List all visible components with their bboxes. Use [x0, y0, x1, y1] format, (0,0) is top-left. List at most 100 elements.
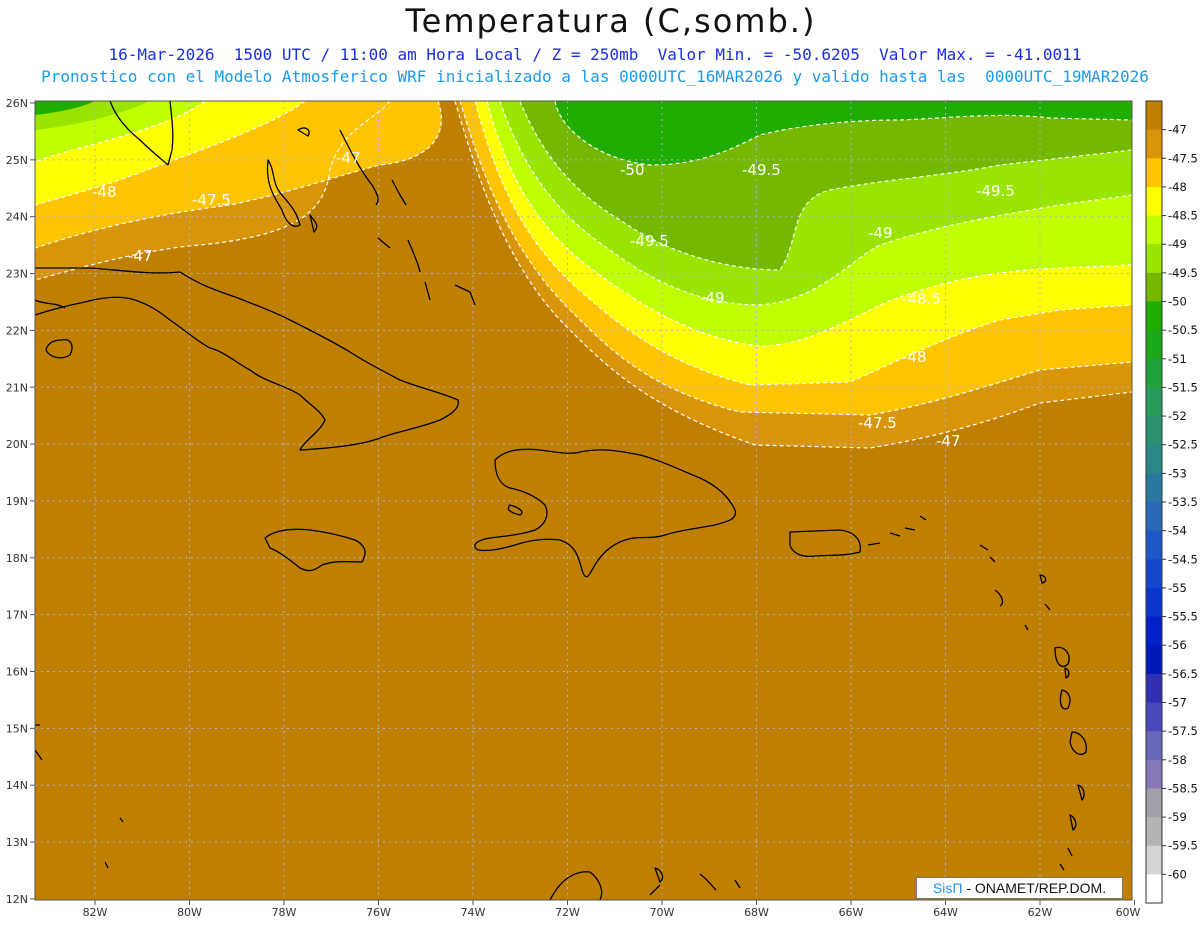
colorbar-label: -56: [1168, 638, 1187, 652]
colorbar-label: -50.5: [1168, 323, 1198, 337]
colorbar-label: -50: [1168, 295, 1187, 309]
contour-label: -47.5: [858, 414, 897, 432]
contour-label: -48.5: [902, 290, 941, 308]
lat-label: 26N: [6, 97, 28, 110]
contour-label: -49.5: [742, 161, 781, 179]
colorbar-segment: [1146, 358, 1162, 388]
temperature-fill: [35, 101, 1132, 900]
colorbar-label: -52: [1168, 409, 1187, 423]
colorbar-label: -48.5: [1168, 209, 1198, 223]
lat-label: 25N: [6, 154, 28, 167]
colorbar-segment: [1146, 215, 1162, 245]
colorbar-label: -47.5: [1168, 151, 1198, 165]
colorbar-segment: [1146, 759, 1162, 789]
colorbar-label: -49: [1168, 237, 1187, 251]
colorbar-label: -48: [1168, 180, 1187, 194]
colorbar-segment: [1146, 817, 1162, 847]
colorbar-segment: [1146, 186, 1162, 217]
graticule: [35, 101, 1132, 900]
contour-label: -47: [936, 432, 961, 450]
lon-label: 68W: [744, 906, 769, 919]
lon-label: 70W: [650, 906, 675, 919]
contour-label-group: -47 -47.5 -48 -47 -50 -49.5 -49.5 -49.5 …: [92, 149, 1015, 450]
colorbar-segment: [1146, 158, 1162, 188]
colorbar-label: -58: [1168, 753, 1187, 767]
lat-label: 24N: [6, 211, 28, 224]
forecast-time-line: 16-Mar-2026 1500 UTC / 11:00 am Hora Loc…: [108, 45, 1082, 64]
colorbar-label: -59: [1168, 810, 1187, 824]
lon-label: 64W: [933, 906, 958, 919]
lat-label: 15N: [6, 722, 28, 735]
colorbar-label: -55.5: [1168, 610, 1198, 624]
colorbar-label: -49.5: [1168, 266, 1198, 280]
lat-label: 12N: [6, 893, 28, 906]
colorbar-label: -56.5: [1168, 667, 1198, 681]
lon-label: 80W: [177, 906, 202, 919]
contour-label: -49: [700, 289, 725, 307]
lat-label: 16N: [6, 666, 28, 679]
map-title: Temperatura (C,somb.): [405, 2, 817, 40]
colorbar-segment: [1146, 416, 1162, 446]
contour-label: -48: [902, 348, 927, 366]
colorbar-segment: [1146, 502, 1162, 532]
colorbar-segment: [1146, 244, 1162, 274]
colorbar-label: -60: [1168, 867, 1187, 881]
credit-box: SisΠ - ONAMET/REP.DOM.: [916, 877, 1123, 899]
lat-label: 17N: [6, 609, 28, 622]
colorbar-label: -54.5: [1168, 552, 1198, 566]
lon-label: 74W: [461, 906, 486, 919]
colorbar-segment: [1146, 731, 1162, 761]
lon-label: 72W: [555, 906, 580, 919]
lat-label: 13N: [6, 836, 28, 849]
lat-label: 18N: [6, 552, 28, 565]
lon-label: 82W: [83, 906, 108, 919]
lat-label: 22N: [6, 324, 28, 337]
lat-label: 20N: [6, 438, 28, 451]
colorbar-segment: [1146, 673, 1162, 703]
colorbar-segment: [1146, 444, 1162, 474]
contour-label: -48: [92, 183, 117, 201]
longitude-labels: 82W 80W 78W 76W 74W 72W 70W 68W 66W 64W 62W 60W: [83, 900, 1141, 919]
lon-label: 62W: [1028, 906, 1053, 919]
lat-label: 21N: [6, 381, 28, 394]
colorbar-segment: [1146, 330, 1162, 360]
lon-label: 66W: [839, 906, 864, 919]
colorbar-segment: [1146, 301, 1162, 331]
colorbar-label: -47: [1168, 123, 1187, 137]
colorbar-label: -52.5: [1168, 438, 1198, 452]
colorbar-label: -53: [1168, 466, 1187, 480]
colorbar-segment: [1146, 387, 1162, 417]
contour-label: -47: [336, 149, 361, 167]
lon-label: 60W: [1116, 906, 1141, 919]
colorbar-label: -51.5: [1168, 380, 1198, 394]
coastlines: [35, 101, 1087, 900]
colorbar-segment: [1146, 645, 1162, 675]
lon-label: 78W: [272, 906, 297, 919]
colorbar-segment: [1146, 129, 1162, 159]
colorbar-segment: [1146, 530, 1162, 560]
contour-label: -49.5: [976, 182, 1015, 200]
colorbar-label: -57.5: [1168, 724, 1198, 738]
colorbar-label: -58.5: [1168, 781, 1198, 795]
contour-label: -47: [128, 247, 153, 265]
colorbar-label: -57: [1168, 696, 1187, 710]
colorbar-segment: [1146, 788, 1162, 818]
colorbar-label: -51: [1168, 352, 1187, 366]
contour-label: -50: [620, 161, 645, 179]
colorbar-label: -53.5: [1168, 495, 1198, 509]
colorbar-segment: [1146, 587, 1162, 618]
colorbar-segment: [1146, 473, 1162, 503]
contour-label: -49.5: [630, 232, 669, 250]
contour-label: -49: [868, 224, 893, 242]
lat-label: 23N: [6, 268, 28, 281]
colorbar-label: -55: [1168, 581, 1187, 595]
contour-label: -47.5: [192, 191, 231, 209]
latitude-labels: 26N 25N 24N 23N 22N 21N 20N 19N 18N 17N 16N 15N 14N 1…: [6, 97, 35, 906]
lat-label: 14N: [6, 779, 28, 792]
colorbar-segment: [1146, 616, 1162, 646]
colorbar-segment: [1146, 845, 1162, 875]
colorbar-segment: [1146, 272, 1162, 302]
credit-text: - ONAMET/REP.DOM.: [962, 880, 1107, 896]
lon-label: 76W: [366, 906, 391, 919]
